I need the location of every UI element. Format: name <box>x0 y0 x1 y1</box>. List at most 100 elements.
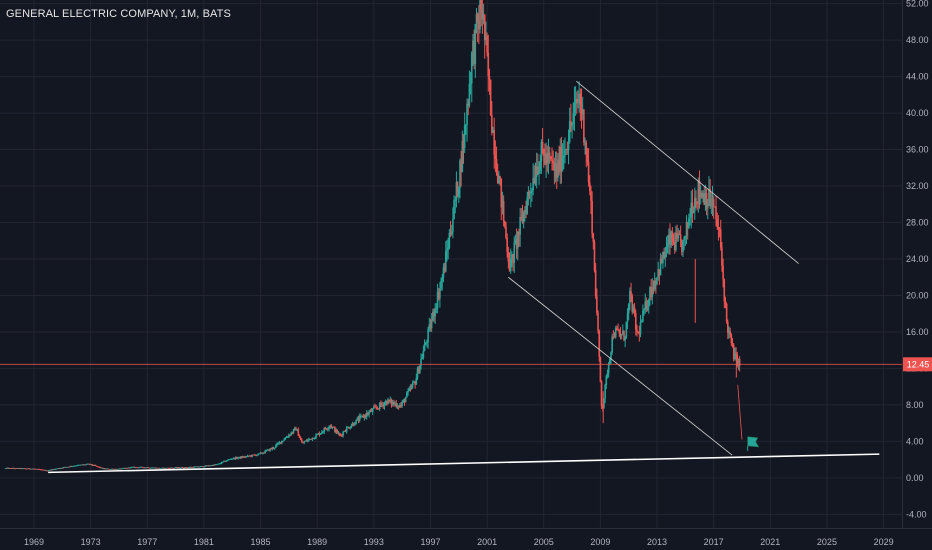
candle-body <box>61 467 64 469</box>
candle-body <box>472 40 474 53</box>
candle-body <box>475 13 478 25</box>
candle-body <box>50 469 53 471</box>
candle-body <box>29 468 32 470</box>
candle-body <box>710 205 713 207</box>
candle-body <box>256 454 258 456</box>
candle-body <box>188 467 191 468</box>
candle-body <box>197 466 199 468</box>
candle-body <box>109 468 112 470</box>
candle-body <box>622 331 624 335</box>
candle-body <box>679 234 682 241</box>
candle-body <box>665 246 668 256</box>
candle-body <box>656 277 658 285</box>
candle-body <box>532 177 534 191</box>
candle-body <box>293 427 296 430</box>
candle-body <box>553 162 556 171</box>
candle-body <box>291 432 294 434</box>
candle-body <box>623 331 625 341</box>
candle-body <box>725 303 728 322</box>
candle-body <box>98 466 100 468</box>
candle-body <box>150 467 152 469</box>
candle-body <box>552 160 554 163</box>
candle-body <box>210 465 212 467</box>
candle-body <box>153 467 156 469</box>
candle-body <box>669 234 671 246</box>
candle-body <box>500 178 503 208</box>
candle-body <box>96 466 99 467</box>
candle-body <box>384 401 387 404</box>
candle-body <box>596 296 598 313</box>
candle-body <box>337 433 340 434</box>
candle-body <box>66 467 68 468</box>
candle-body <box>588 182 591 191</box>
candle-body <box>112 468 114 470</box>
candle-body <box>397 406 400 408</box>
candle-body <box>718 229 721 231</box>
candle-body <box>116 469 119 470</box>
candle-body <box>275 445 277 448</box>
candle-body <box>68 466 71 468</box>
candle-body <box>693 197 696 212</box>
candle-body <box>717 226 720 230</box>
candle-body <box>703 193 706 205</box>
candle-body <box>131 467 133 468</box>
candle-body <box>558 159 560 173</box>
candle-body <box>227 459 230 461</box>
y-tick-label: 20.00 <box>906 290 929 300</box>
candle-body <box>724 301 727 304</box>
candle-body <box>429 324 432 329</box>
candle-body <box>568 121 571 142</box>
candle-body <box>375 406 377 408</box>
candle-body <box>682 240 684 252</box>
candle-body <box>28 468 31 470</box>
candle-body <box>716 219 719 227</box>
candle-body <box>19 468 21 469</box>
candle-body <box>711 198 714 206</box>
candle-body <box>382 404 385 407</box>
candle-body <box>243 456 245 458</box>
candle-body <box>177 467 179 469</box>
candle-body <box>239 456 242 459</box>
x-tick-label: 1981 <box>194 537 214 547</box>
candle-body <box>23 468 26 470</box>
candle-body <box>647 299 650 307</box>
candle-body <box>419 365 421 374</box>
candle-body <box>54 468 57 470</box>
candle-body <box>133 466 136 468</box>
candle-body <box>88 463 91 465</box>
candle-body <box>485 35 487 40</box>
candle-body <box>737 358 740 366</box>
candle-body <box>592 233 595 243</box>
candle-body <box>512 254 514 263</box>
candle-body <box>324 428 327 430</box>
candle-body <box>620 334 623 337</box>
candle-body <box>631 296 634 313</box>
candle-body <box>26 468 28 470</box>
candle-body <box>201 466 204 467</box>
candle-body <box>106 468 108 470</box>
candle-body <box>119 468 121 470</box>
candle-body <box>564 149 566 156</box>
candle-body <box>111 468 113 470</box>
candle-body <box>380 402 382 405</box>
candle-body <box>440 280 442 288</box>
candle-body <box>686 222 689 228</box>
candle-body <box>676 232 678 239</box>
candle-body <box>63 466 66 468</box>
candle-body <box>374 406 376 408</box>
candle-body <box>266 449 269 451</box>
candle-body <box>486 35 488 53</box>
candle-body <box>479 0 481 30</box>
candle-body <box>459 160 461 189</box>
candle-body <box>402 399 405 402</box>
candle-body <box>52 469 54 471</box>
candle-body <box>175 467 178 469</box>
candle-body <box>430 320 433 329</box>
candle-body <box>285 437 288 439</box>
candle-body <box>383 403 386 407</box>
candle-body <box>53 469 55 471</box>
candle-body <box>439 287 441 299</box>
candle-body <box>264 450 267 453</box>
candle-body <box>411 382 414 386</box>
